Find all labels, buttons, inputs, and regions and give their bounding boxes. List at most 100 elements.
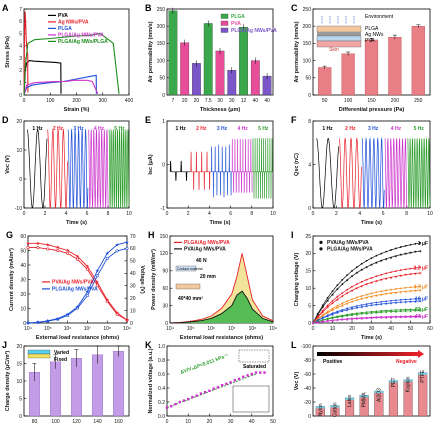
data-point	[36, 246, 40, 250]
data-point	[105, 256, 109, 260]
data-point	[399, 246, 402, 248]
data-point: ★	[321, 313, 325, 318]
data-point: ★	[36, 241, 41, 247]
data-point: ★	[345, 277, 349, 282]
data-point: ★	[389, 255, 393, 260]
data-point	[394, 288, 397, 290]
data-point	[242, 375, 245, 378]
data-point	[237, 377, 241, 381]
data-point: ★	[409, 288, 413, 293]
y-tick-label-K: 0.6	[158, 372, 165, 378]
legend-label: PVA	[231, 21, 241, 27]
capacitor-label: 22 μF	[415, 307, 428, 313]
y-tick-label-G: 0	[130, 321, 133, 327]
bar	[318, 67, 332, 96]
data-point: ★	[365, 311, 369, 316]
frequency-label: 1 Hz	[322, 126, 333, 132]
data-point: ★	[384, 301, 388, 306]
annotation-positive: Positive	[323, 359, 342, 365]
legend-label: PLGA/Ag NWs/PVA	[231, 28, 277, 34]
data-point: ★	[125, 240, 130, 246]
data-point: ★	[379, 292, 383, 297]
data-point	[365, 259, 368, 262]
data-point: ★	[365, 282, 369, 287]
y-tick-label-F: 0	[308, 206, 311, 212]
y-tick-label-G: 20	[130, 296, 136, 302]
frequency-label: 5 Hz	[414, 126, 425, 132]
data-point: ★	[389, 290, 393, 295]
bar	[239, 27, 248, 96]
y-tick-label-C: 150	[303, 41, 312, 47]
y-tick-label-J: 0	[19, 414, 22, 420]
y-tick-label-A: 3	[19, 56, 22, 62]
data-point	[355, 305, 358, 307]
y-tick-label-H: 90	[162, 269, 168, 275]
annotation-gap: 20 mm	[200, 274, 216, 280]
y-tick-label-I: 20	[305, 251, 311, 257]
data-point	[115, 249, 119, 253]
y-tick-label-K: 0.4	[158, 386, 165, 392]
data-point	[85, 267, 89, 271]
y-axis-label-F: Qsc (nC)	[294, 153, 300, 176]
data-point: ★	[105, 251, 110, 257]
data-point	[360, 280, 363, 283]
x-tick-label-B: 40	[264, 98, 270, 104]
y-axis-label-B: Air permeability (mm/s)	[148, 21, 154, 82]
layer-pva	[316, 35, 362, 42]
data-point	[195, 394, 198, 397]
x-tick-label-H: 10⁴	[166, 326, 174, 332]
data-point: ★	[394, 274, 398, 279]
signal-4-Hz	[384, 138, 408, 209]
data-point: ★	[340, 303, 344, 308]
x-tick-label-K: 30	[228, 419, 234, 425]
y-tick-label-B: 0	[162, 93, 165, 99]
y-tick-label-I: 5	[308, 303, 311, 309]
x-tick-label-J: 160	[114, 419, 123, 425]
data-point: ★	[384, 315, 388, 320]
y-tick-label-C: 0	[308, 93, 311, 99]
data-point	[351, 306, 353, 309]
x-tick-label-K: 20	[207, 419, 213, 425]
data-point	[399, 287, 402, 290]
x-tick-label-E: 6	[229, 211, 232, 217]
data-point: ★	[375, 310, 379, 315]
data-point	[380, 290, 383, 293]
data-point: ★	[115, 242, 120, 248]
x-tick-label-E: 4	[208, 211, 211, 217]
annotation-agnws: Ag NWs	[365, 32, 384, 38]
inset-contact-material	[175, 265, 197, 272]
data-point: ★	[316, 317, 320, 322]
x-tick-label-B: 30	[229, 98, 235, 104]
data-point	[355, 312, 358, 315]
data-point: ★	[409, 250, 413, 255]
data-point: ★	[414, 314, 418, 319]
frequency-label: 3 Hz	[73, 126, 84, 132]
data-point	[66, 251, 70, 255]
data-point: ★	[384, 276, 388, 281]
signal-3-Hz	[211, 144, 232, 198]
data-point	[346, 307, 349, 310]
bar	[50, 361, 61, 417]
legend-label: PVA/Ag NWs/PVA	[327, 240, 369, 246]
data-point: ★	[340, 282, 344, 287]
legend-label: PLGA/Ag NWs/PVA	[52, 287, 98, 293]
x-tick-label-H: 10⁹	[269, 326, 277, 332]
data-point: ★	[360, 311, 364, 316]
signal-2-Hz	[190, 151, 211, 190]
frequency-label: 2 Hz	[345, 126, 356, 132]
data-point	[409, 286, 412, 289]
line-series	[27, 241, 128, 324]
x-tick-label-F: 2	[335, 211, 338, 217]
data-point: ★	[379, 310, 383, 315]
data-point: ★	[375, 293, 379, 298]
data-point: ★	[394, 253, 398, 258]
data-point	[355, 266, 358, 269]
legend-marker	[319, 240, 323, 244]
x-tick-label-B: 40	[253, 98, 259, 104]
x-tick-label-I: 10	[330, 326, 336, 332]
x-axis-label-C: Differential pressure (Pa)	[339, 107, 405, 113]
data-point	[414, 267, 417, 269]
annotation-force: 40 N	[196, 258, 207, 264]
charging-curve	[312, 272, 421, 324]
data-point: ★	[384, 291, 388, 296]
